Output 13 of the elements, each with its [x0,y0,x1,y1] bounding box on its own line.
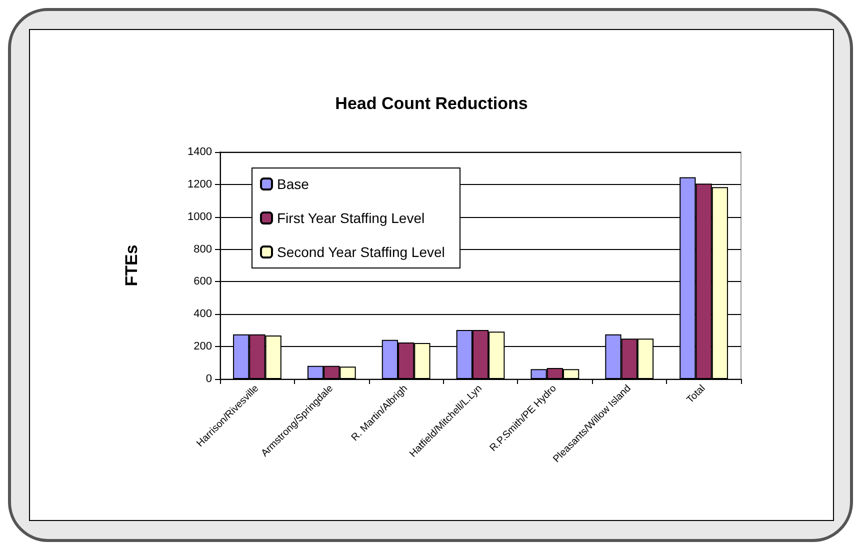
legend-label: Base [277,176,310,192]
chart-title: Head Count Reductions [335,94,528,113]
y-tick-label: 0 [206,373,212,385]
legend-label: First Year Staffing Level [277,210,425,226]
y-tick-label: 600 [194,276,212,288]
y-tick-label: 200 [194,340,212,353]
y-tick-label: 400 [194,308,212,320]
y-axis-title: FTEs [122,244,141,286]
y-tick-label: 800 [194,243,212,256]
y-tick-label: 1200 [188,178,212,190]
y-tick-label: 1000 [188,210,212,223]
legend-label: Second Year Staffing Level [277,244,445,260]
y-tick-label: 1400 [188,146,212,158]
